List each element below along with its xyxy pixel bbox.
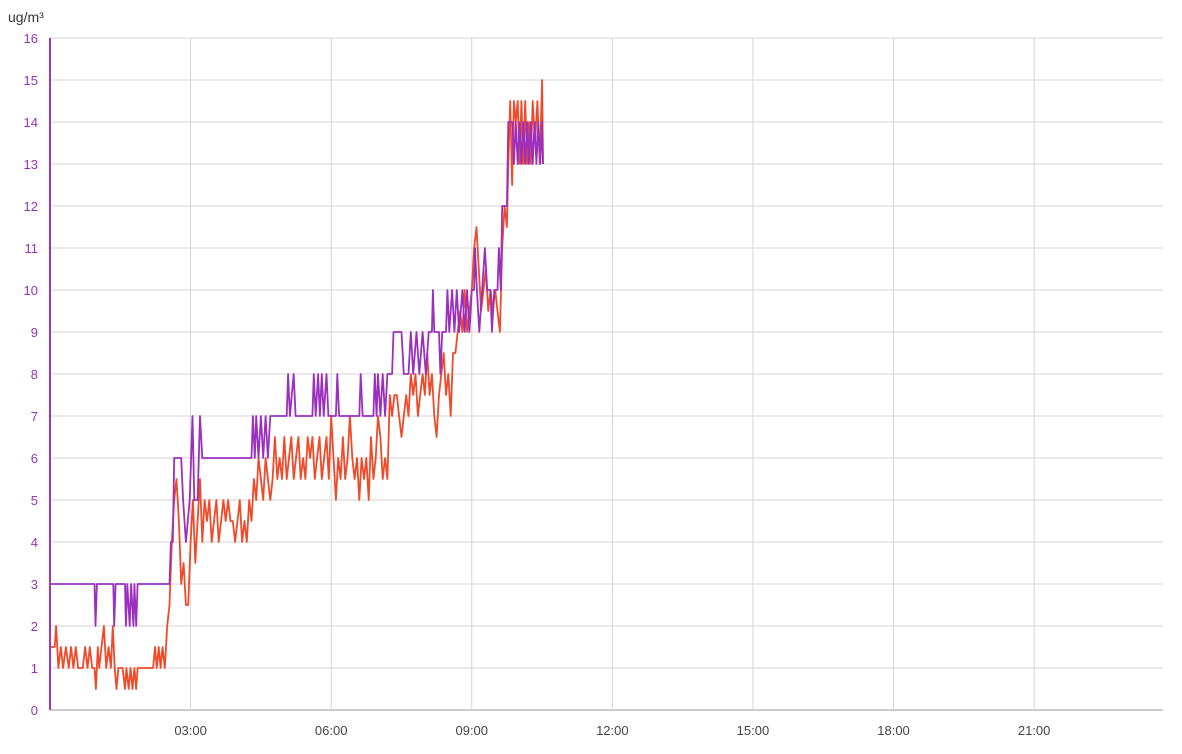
y-tick-label: 8: [31, 367, 38, 382]
y-tick-label: 2: [31, 619, 38, 634]
x-tick-label: 03:00: [174, 723, 207, 738]
y-tick-label: 1: [31, 661, 38, 676]
series-line-purple: [50, 121, 544, 627]
y-tick-label: 6: [31, 451, 38, 466]
x-tick-label: 21:00: [1018, 723, 1051, 738]
x-tick-label: 09:00: [455, 723, 488, 738]
y-tick-label: 4: [31, 535, 38, 550]
x-tick-label: 18:00: [877, 723, 910, 738]
y-tick-label: 7: [31, 409, 38, 424]
y-tick-label: 12: [24, 199, 38, 214]
x-tick-label: 12:00: [596, 723, 629, 738]
x-tick-label: 06:00: [315, 723, 348, 738]
y-tick-label: 13: [24, 157, 38, 172]
x-tick-label: 15:00: [737, 723, 770, 738]
y-tick-label: 14: [24, 115, 38, 130]
series-line-red: [50, 79, 544, 690]
x-tick-labels: 03:00 06:00 09:00 12:00 15:00 18:00 21:00: [174, 723, 1050, 738]
y-tick-label: 15: [24, 73, 38, 88]
grid-lines: [50, 37, 1163, 711]
y-tick-label: 16: [24, 31, 38, 46]
y-tick-label: 3: [31, 577, 38, 592]
y-tick-label: 5: [31, 493, 38, 508]
y-tick-label: 0: [31, 703, 38, 718]
y-tick-label: 11: [25, 241, 39, 256]
y-axis-unit-label: ug/m³: [8, 9, 44, 25]
series-lines: [50, 79, 544, 690]
y-tick-label: 10: [24, 283, 38, 298]
y-tick-label: 9: [31, 325, 38, 340]
